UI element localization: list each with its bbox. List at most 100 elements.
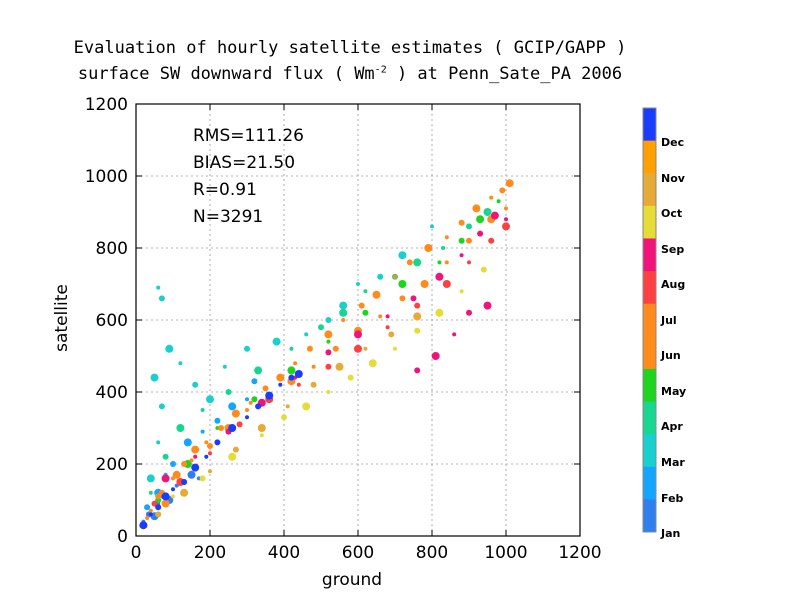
colorbar-label-dec: Dec <box>661 136 685 149</box>
x-tick-label: 1200 <box>558 543 601 563</box>
colorbar-label-jul: Jul <box>661 313 677 327</box>
x-axis-label: ground <box>322 570 382 590</box>
data-point-feb <box>170 461 176 467</box>
data-point-oct <box>171 494 175 499</box>
data-point-apr <box>363 289 368 294</box>
data-point-apr <box>441 246 446 250</box>
data-point-aug <box>467 260 471 265</box>
y-tick-label: 800 <box>96 239 128 259</box>
data-point-mar <box>272 337 281 346</box>
data-point-feb <box>245 397 249 402</box>
data-point-mar <box>244 345 250 352</box>
data-point-dec <box>181 479 188 485</box>
data-point-may <box>458 237 465 244</box>
colorbar-label-nov: Nov <box>661 171 685 185</box>
data-point-jun <box>458 219 465 226</box>
data-point-apr <box>200 408 205 412</box>
data-point-may <box>437 260 442 265</box>
data-point-aug <box>385 325 390 330</box>
colorbar-segment <box>643 466 656 500</box>
colorbar-label-jun: Jun <box>661 349 681 363</box>
data-point-nov <box>285 404 290 409</box>
y-tick-label: 400 <box>96 383 128 403</box>
data-point-jun <box>204 440 209 445</box>
data-point-sep <box>354 330 362 339</box>
data-point-aug <box>502 222 510 231</box>
data-point-nov <box>363 346 368 351</box>
data-point-oct <box>435 308 444 317</box>
data-point-sep <box>193 454 198 459</box>
data-point-jun <box>393 274 397 279</box>
data-point-oct <box>259 433 264 438</box>
data-point-oct <box>326 390 331 394</box>
data-point-jun <box>306 345 313 352</box>
data-point-sep <box>325 349 332 356</box>
data-point-jun <box>472 204 481 213</box>
data-point-jul <box>207 443 213 449</box>
data-point-dec <box>265 391 274 400</box>
colorbar-border <box>642 107 657 533</box>
data-point-jul <box>172 470 181 479</box>
data-point-dec <box>278 382 283 387</box>
x-tick-label: 200 <box>194 543 226 563</box>
data-point-jun <box>248 400 253 405</box>
colorbar <box>642 107 657 533</box>
data-point-oct <box>228 452 237 461</box>
data-point-nov <box>388 331 395 338</box>
data-point-sep <box>385 314 390 319</box>
data-point-sep <box>431 352 440 360</box>
data-point-may <box>496 199 501 204</box>
data-point-feb <box>228 402 237 411</box>
data-point-dec <box>191 463 200 472</box>
data-point-nov <box>257 424 266 432</box>
colorbar-label-apr: Apr <box>661 420 683 434</box>
data-point-mar <box>304 332 309 337</box>
data-point-sep <box>435 272 444 281</box>
colorbar-label-oct: Oct <box>661 207 683 221</box>
colorbar-segment <box>643 434 656 468</box>
data-point-jun <box>155 493 162 500</box>
data-point-apr <box>318 324 324 331</box>
x-tick-label: 400 <box>268 543 300 563</box>
data-point-nov <box>335 362 344 371</box>
data-point-sep <box>161 474 170 483</box>
data-point-mar <box>430 224 434 229</box>
data-point-apr <box>483 208 492 216</box>
data-point-dec <box>288 374 295 381</box>
data-point-oct <box>302 402 311 411</box>
colorbar-label-sep: Sep <box>661 242 685 256</box>
data-point-mar <box>222 364 227 369</box>
data-point-may <box>476 215 485 224</box>
data-point-jun <box>444 235 449 240</box>
y-tick-label: 600 <box>96 311 128 331</box>
data-point-aug <box>442 280 451 288</box>
data-point-dec <box>204 454 209 459</box>
data-point-aug <box>354 344 362 353</box>
data-point-jun <box>505 179 514 188</box>
data-point-mar <box>150 373 159 382</box>
data-point-feb <box>183 438 192 447</box>
data-point-apr <box>289 346 294 351</box>
data-point-oct <box>368 359 377 368</box>
data-point-oct <box>393 346 397 351</box>
y-tick-label: 200 <box>96 455 128 475</box>
colorbar-label-feb: Feb <box>661 491 684 505</box>
data-point-may <box>251 396 258 403</box>
title-line2-suffix: ) at Penn_Sate_PA 2006 <box>386 64 623 84</box>
x-tick-label: 1000 <box>484 543 527 563</box>
data-point-apr <box>162 453 169 460</box>
data-point-jun <box>341 318 346 322</box>
title-line2-superscript: -2 <box>374 64 387 76</box>
data-point-jun <box>499 187 506 194</box>
data-point-jul <box>145 516 150 520</box>
title-line2-prefix: surface SW downward flux ( Wm <box>77 64 375 84</box>
data-point-jun <box>231 409 240 418</box>
data-point-may <box>287 366 296 375</box>
data-point-sep <box>410 295 417 302</box>
data-point-mar <box>178 361 183 366</box>
colorbar-segment <box>643 173 656 207</box>
data-point-oct <box>199 475 206 482</box>
data-point-mar <box>146 474 155 483</box>
data-point-nov <box>413 312 422 321</box>
